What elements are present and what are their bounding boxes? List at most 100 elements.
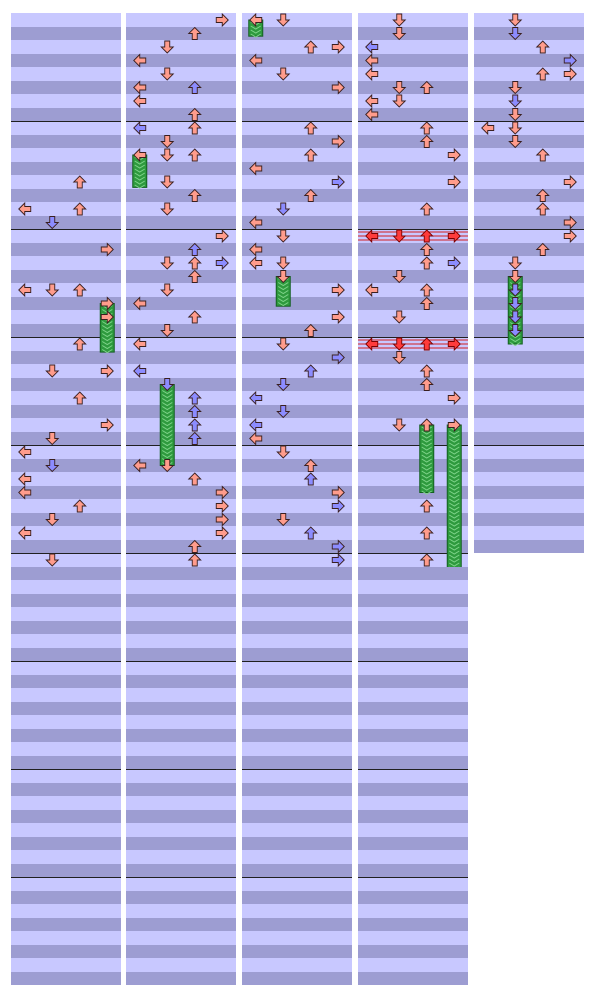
step-arrow-offbeat	[509, 95, 521, 107]
step-arrow	[564, 230, 576, 242]
beat-stripe	[358, 648, 468, 662]
step-arrow	[134, 460, 146, 472]
step-arrow	[189, 109, 201, 121]
step-arrow-offbeat	[250, 392, 262, 404]
beat-stripe	[11, 756, 121, 770]
beat-stripe	[11, 864, 121, 878]
step-arrow	[537, 244, 549, 256]
measure-line	[242, 661, 352, 662]
step-arrow	[393, 352, 405, 364]
step-arrow	[421, 136, 433, 148]
step-arrow	[509, 136, 521, 148]
step-arrow-offbeat	[277, 379, 289, 391]
step-arrow	[305, 41, 317, 53]
beat-stripe	[358, 688, 468, 702]
chart-column-5	[474, 13, 584, 553]
step-arrow	[305, 149, 317, 161]
step-arrow	[161, 136, 173, 148]
step-arrow	[537, 190, 549, 202]
beat-stripe	[11, 877, 121, 891]
step-arrow	[19, 527, 31, 539]
step-arrow	[161, 149, 173, 161]
step-arrow	[537, 149, 549, 161]
step-arrow	[564, 217, 576, 229]
step-arrow-offbeat	[332, 554, 344, 566]
step-arrow	[421, 298, 433, 310]
beat-stripe	[358, 594, 468, 608]
step-arrow	[216, 14, 228, 26]
step-arrow	[537, 68, 549, 80]
measure-line	[126, 769, 236, 770]
step-arrow	[46, 554, 58, 566]
step-arrow	[564, 176, 576, 188]
step-arrow	[305, 460, 317, 472]
step-arrow	[393, 419, 405, 431]
beat-stripe	[242, 864, 352, 878]
step-arrow-offbeat	[332, 176, 344, 188]
beat-stripe	[358, 607, 468, 621]
beat-stripe	[242, 702, 352, 716]
beat-stripe	[11, 783, 121, 797]
beat-stripe	[11, 621, 121, 635]
beat-stripe	[358, 931, 468, 945]
step-arrow	[101, 419, 113, 431]
step-arrow-offbeat	[134, 122, 146, 134]
step-arrow	[189, 473, 201, 485]
step-arrow	[393, 14, 405, 26]
beat-stripe	[11, 918, 121, 932]
step-arrow-offbeat	[277, 406, 289, 418]
step-arrow	[189, 311, 201, 323]
beat-stripe	[358, 823, 468, 837]
beat-stripe	[126, 837, 236, 851]
step-arrow-offbeat	[134, 365, 146, 377]
beat-stripe	[242, 958, 352, 972]
beat-stripe	[11, 661, 121, 675]
beat-stripe	[11, 931, 121, 945]
beat-stripe	[358, 702, 468, 716]
step-arrow-offbeat	[250, 419, 262, 431]
step-arrow	[277, 230, 289, 242]
beat-stripe	[242, 904, 352, 918]
beat-stripe	[358, 837, 468, 851]
step-arrow	[161, 203, 173, 215]
step-arrow	[74, 392, 86, 404]
step-arrow	[393, 271, 405, 283]
beat-stripe	[242, 769, 352, 783]
beat-stripe	[126, 648, 236, 662]
beat-stripe	[11, 850, 121, 864]
step-arrow	[421, 554, 433, 566]
beat-stripe	[126, 621, 236, 635]
step-arrow-offbeat	[332, 352, 344, 364]
step-arrow	[19, 446, 31, 458]
step-arrow-offbeat	[189, 82, 201, 94]
measure-line	[11, 661, 121, 662]
step-arrow	[161, 41, 173, 53]
step-arrow-offbeat	[305, 365, 317, 377]
step-arrow	[250, 244, 262, 256]
step-arrow	[277, 514, 289, 526]
step-arrow-offbeat	[46, 460, 58, 472]
beat-stripe	[242, 661, 352, 675]
measure-line	[11, 769, 121, 770]
beat-stripe	[126, 945, 236, 959]
beat-stripe	[358, 958, 468, 972]
beat-stripe	[11, 742, 121, 756]
step-arrow	[332, 136, 344, 148]
beat-stripe	[358, 675, 468, 689]
step-arrow	[189, 190, 201, 202]
beat-stripe	[11, 891, 121, 905]
beat-stripe	[358, 945, 468, 959]
step-arrow	[448, 176, 460, 188]
beat-stripe	[126, 702, 236, 716]
step-arrow	[421, 500, 433, 512]
beat-stripe	[242, 810, 352, 824]
beat-stripe	[11, 702, 121, 716]
step-arrow	[74, 176, 86, 188]
step-arrow	[161, 325, 173, 337]
step-arrow	[134, 298, 146, 310]
step-arrow	[46, 514, 58, 526]
step-arrow-offbeat	[332, 541, 344, 553]
beat-stripe	[11, 580, 121, 594]
beat-stripe	[242, 837, 352, 851]
beat-stripe	[358, 877, 468, 891]
